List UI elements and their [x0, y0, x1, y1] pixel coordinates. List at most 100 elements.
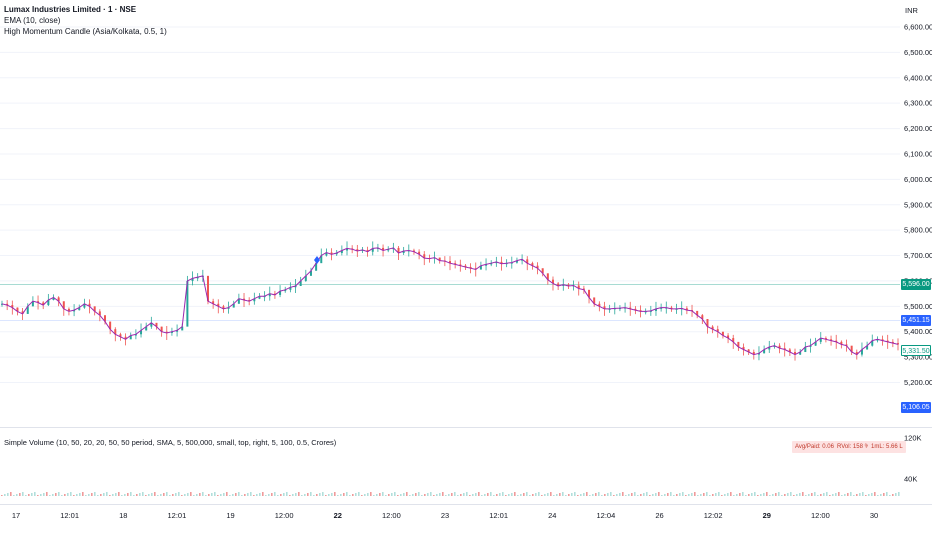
y-tick-label: 5,900.00 [904, 200, 932, 209]
candle-body [67, 308, 70, 312]
volume-bar [622, 492, 624, 496]
volume-bar [382, 492, 384, 496]
volume-bar [73, 495, 75, 496]
volume-bar [160, 494, 162, 496]
volume-bar [151, 493, 153, 496]
candle-body [835, 340, 838, 342]
momentum-legend[interactable]: High Momentum Candle (Asia/Kolkata, 0.5,… [4, 27, 167, 36]
x-tick-label: 30 [870, 511, 878, 520]
volume-bar [778, 492, 780, 496]
candle-body [73, 310, 76, 312]
candle-body [809, 345, 812, 347]
volume-bar [229, 495, 231, 496]
volume-bar [844, 494, 846, 496]
green-price-tag: 5,596.00 [901, 279, 931, 290]
volume-bar [493, 495, 495, 496]
volume-bar [94, 492, 96, 496]
candle-body [727, 335, 730, 339]
x-tick-label: 12:00 [275, 511, 294, 520]
volume-bars [1, 492, 900, 496]
volume-bar [250, 492, 252, 496]
volume-bar [694, 492, 696, 496]
x-tick-label: 12:01 [60, 511, 79, 520]
volume-bar [847, 493, 849, 496]
volume-tick-label: 120K [904, 434, 922, 443]
volume-bar [817, 495, 819, 496]
candle-body [763, 349, 766, 354]
volume-bar [754, 492, 756, 496]
candle-body [510, 262, 513, 264]
candle-body [752, 352, 755, 355]
current-price-tag: 5,331.50 [901, 345, 931, 356]
candle-body [696, 310, 699, 316]
volume-bar [874, 492, 876, 496]
volume-bar [526, 492, 528, 496]
volume-bar [406, 492, 408, 496]
x-tick-label: 22 [334, 511, 342, 520]
volume-bar [439, 493, 441, 496]
candle-body [21, 311, 24, 314]
volume-bar [244, 494, 246, 496]
volume-bar [853, 495, 855, 496]
candle-body [6, 303, 9, 306]
volume-bar [730, 492, 732, 496]
volume-bar [586, 492, 588, 496]
volume-bar [757, 495, 759, 496]
volume-bar [46, 492, 48, 496]
candle-body [16, 307, 19, 312]
candle-body [485, 264, 488, 266]
volume-bar [292, 494, 294, 496]
volume-bar [157, 495, 159, 496]
volume-bar [721, 495, 723, 496]
candle-body [634, 308, 637, 311]
volume-bar [298, 492, 300, 496]
candle-body [721, 331, 724, 336]
volume-bar [127, 493, 129, 496]
candle-body [371, 248, 374, 252]
volume-legend[interactable]: Simple Volume (10, 50, 20, 20, 50, 50 pe… [4, 438, 337, 447]
volume-bar [337, 495, 339, 496]
ema-legend[interactable]: EMA (10, close) [4, 16, 61, 25]
candle-body [309, 270, 312, 276]
volume-bar [271, 493, 273, 496]
volume-bar [700, 494, 702, 496]
volume-bar [691, 493, 693, 496]
volume-bar [103, 493, 105, 496]
candle-body [881, 339, 884, 341]
volume-bar [898, 492, 900, 496]
candle-body [531, 263, 534, 266]
candle-body [145, 326, 148, 331]
candle-body [361, 249, 364, 251]
volume-bar [532, 494, 534, 496]
candle-body [83, 303, 86, 308]
volume-bar [142, 492, 144, 496]
volume-bar [718, 492, 720, 496]
candle-body [170, 331, 173, 333]
volume-bar [646, 492, 648, 496]
candle-body [160, 326, 163, 332]
volume-bar [811, 493, 813, 496]
y-tick-label: 6,000.00 [904, 175, 932, 184]
candle-body [237, 298, 240, 304]
symbol-title[interactable]: Lumax Industries Limited · 1 · NSE [4, 5, 137, 14]
candle-body [304, 275, 307, 281]
volume-bar [679, 493, 681, 496]
price-axis[interactable]: 6,600.00 6,500.00 6,400.00 6,300.00 6,200.00… [904, 23, 932, 484]
time-axis[interactable]: 17 12:01 18 12:01 19 12:00 22 12:00 23 12:01 24 12:… [12, 511, 878, 520]
candle-body [346, 248, 349, 251]
candle-body [546, 273, 549, 280]
volume-bar [331, 493, 333, 496]
candle-body [26, 306, 29, 314]
candle-body [57, 297, 60, 302]
candle-body [603, 306, 606, 309]
volume-bar [430, 492, 432, 496]
candle-body [804, 346, 807, 353]
volume-bar [40, 494, 42, 496]
candle-body [382, 247, 385, 251]
candle-body [412, 250, 415, 252]
volume-bar [166, 492, 168, 496]
x-tick-label: 12:02 [704, 511, 723, 520]
volume-bar [739, 493, 741, 496]
candle-body [62, 301, 65, 309]
